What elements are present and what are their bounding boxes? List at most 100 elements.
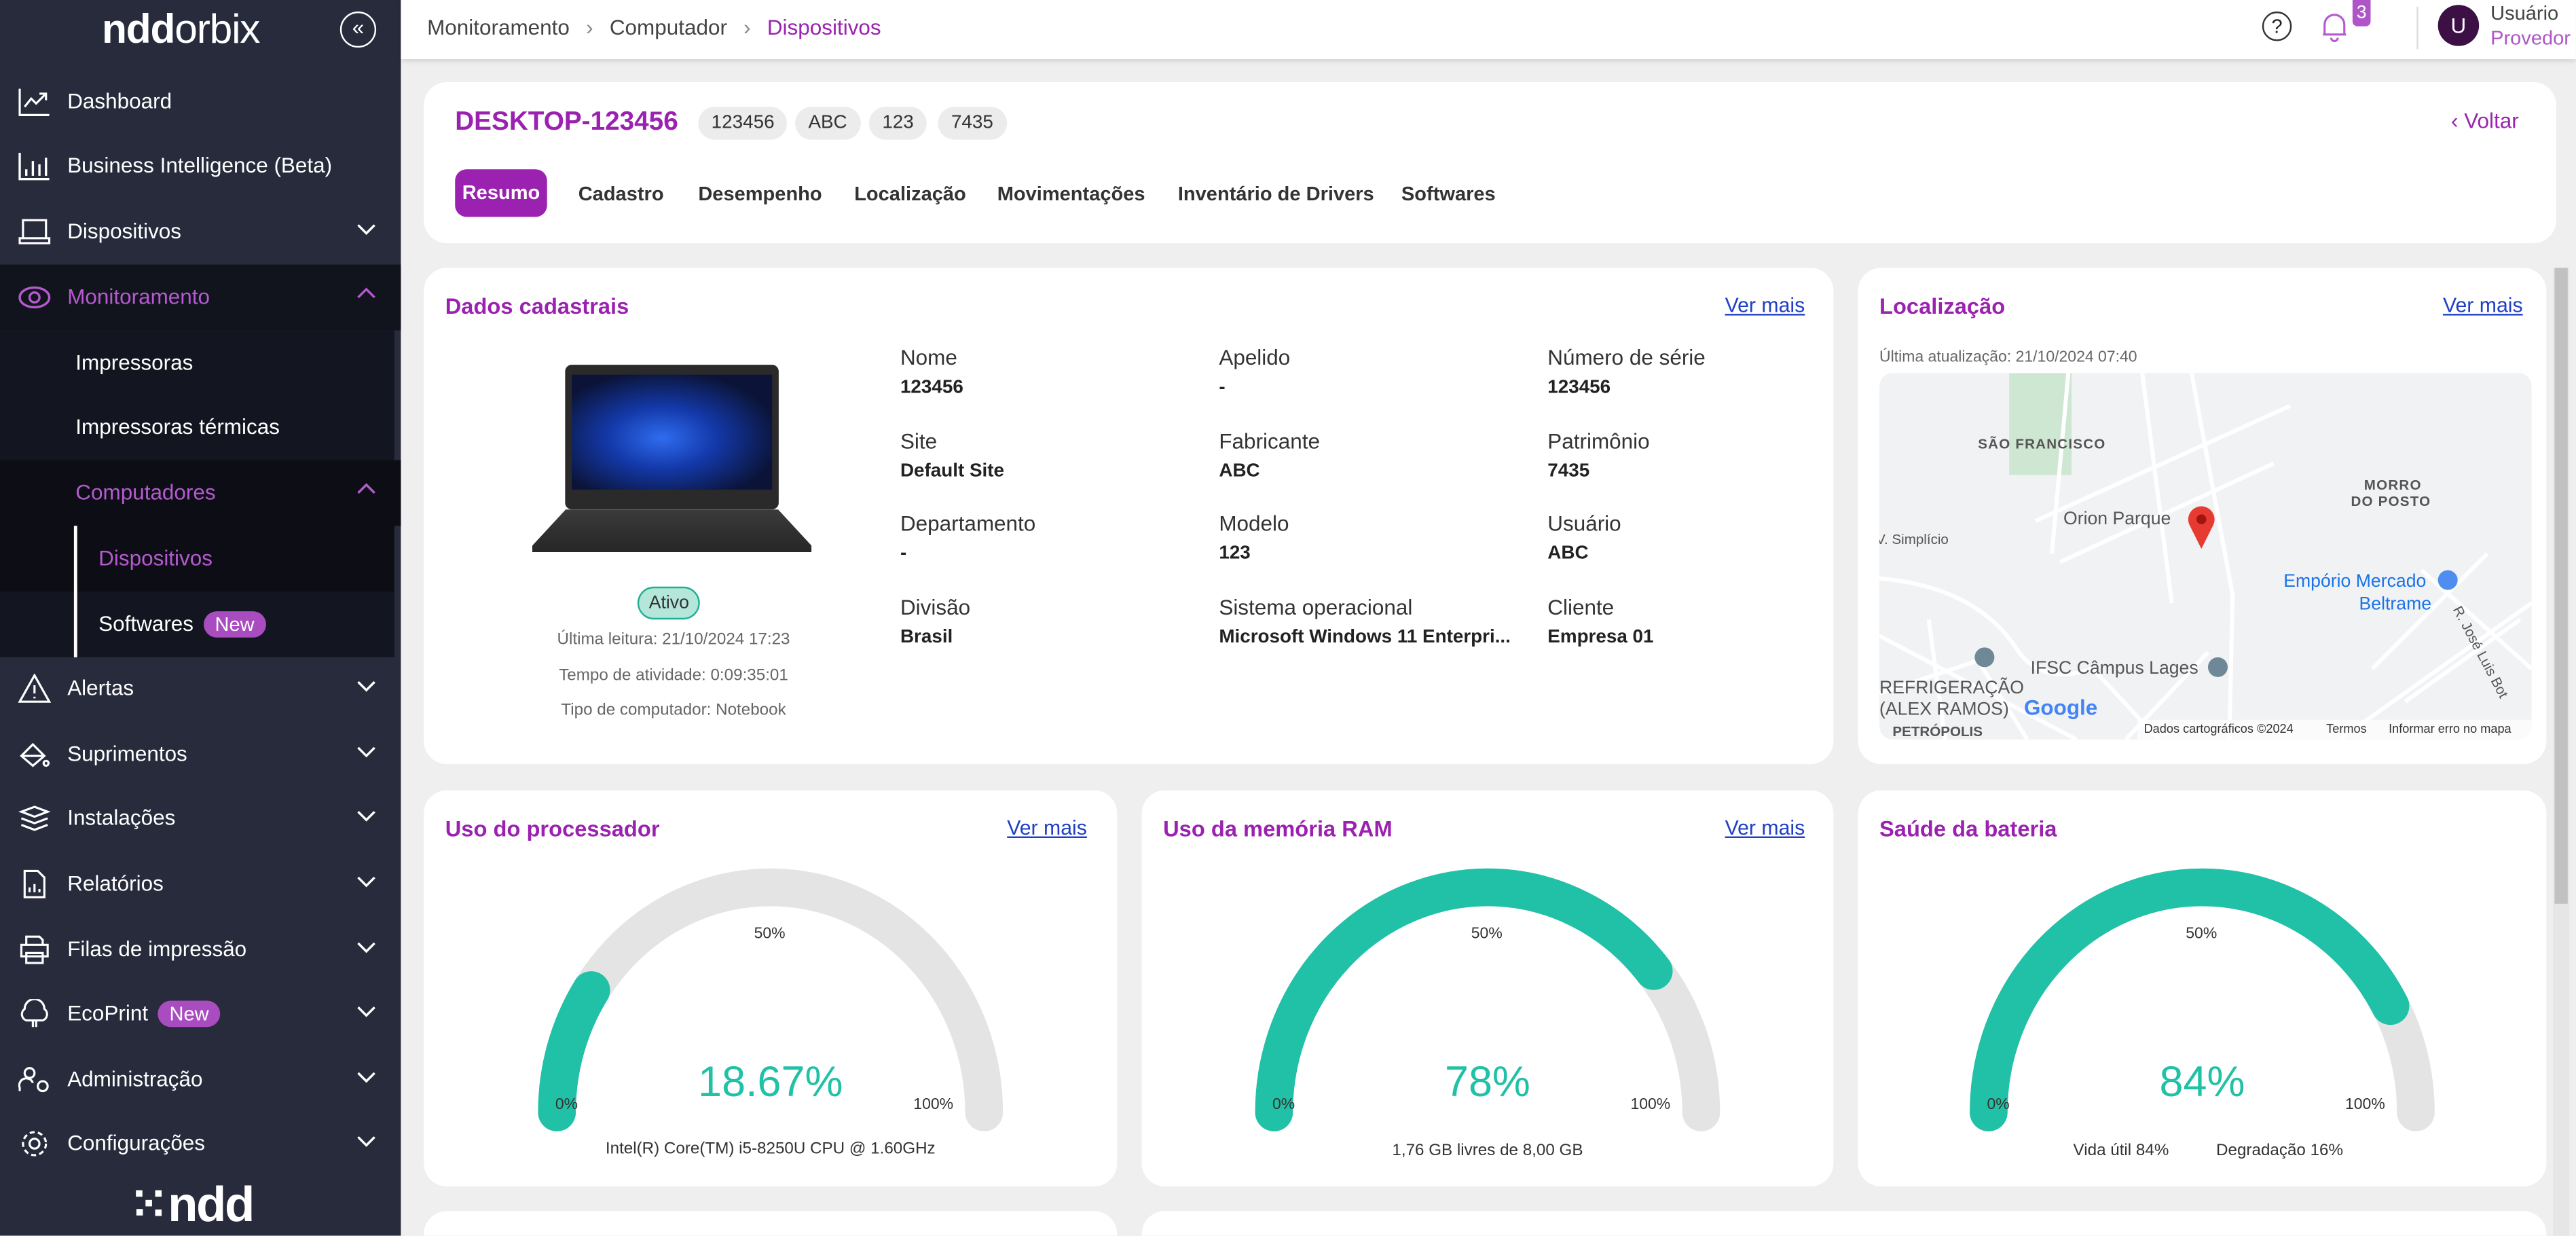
ram-free: 1,76 GB livres de 8,00 GB bbox=[1392, 1142, 1583, 1161]
gauge-min-label: 0% bbox=[1987, 1095, 2010, 1114]
device-chip: 7435 bbox=[938, 107, 1007, 140]
field-value: Default Site bbox=[900, 461, 1005, 481]
tab-cadastro[interactable]: Cadastro bbox=[578, 182, 664, 206]
sidebar-item-ecoprint[interactable]: EcoPrint New bbox=[0, 981, 401, 1047]
tab-movimentacoes[interactable]: Movimentações bbox=[997, 182, 1145, 206]
sidebar-item-computadores[interactable]: Computadores bbox=[0, 460, 401, 526]
sidebar-item-label: Impressoras bbox=[75, 350, 194, 375]
field-label: Cliente bbox=[1547, 594, 1615, 620]
sidebar-item-label: Alertas bbox=[67, 675, 134, 700]
help-icon[interactable]: ? bbox=[2262, 11, 2292, 41]
breadcrumb-monitoramento[interactable]: Monitoramento bbox=[427, 14, 570, 40]
field-value: - bbox=[1219, 378, 1226, 398]
sidebar: nddorbix « Dashboard Business Intelligen… bbox=[0, 0, 401, 1236]
sidebar-item-business-intelligence[interactable]: Business Intelligence (Beta) bbox=[0, 133, 401, 199]
place-pin-icon bbox=[1974, 647, 1995, 668]
gauge-max-label: 100% bbox=[913, 1095, 954, 1114]
sidebar-item-suprimentos[interactable]: Suprimentos bbox=[0, 721, 401, 787]
field-value: 123456 bbox=[900, 378, 963, 398]
field-value: Empresa 01 bbox=[1547, 628, 1654, 648]
sidebar-item-label: Suprimentos bbox=[67, 741, 187, 766]
device-chip: 123456 bbox=[698, 107, 788, 140]
card-title: Saúde da bateria bbox=[1879, 816, 2057, 841]
sidebar-item-instalacoes[interactable]: Instalações bbox=[0, 786, 401, 852]
map-label: REFRIGERAÇÃO bbox=[1879, 678, 2024, 699]
scrollbar-thumb[interactable] bbox=[2554, 268, 2568, 904]
chevron-down-icon bbox=[357, 680, 375, 692]
ver-mais-link[interactable]: Ver mais bbox=[1725, 294, 1805, 317]
printer-icon bbox=[20, 935, 49, 964]
user-gear-icon bbox=[18, 1067, 49, 1093]
map-terms-link[interactable]: Termos bbox=[2326, 721, 2367, 736]
sidebar-item-label: Business Intelligence (Beta) bbox=[67, 153, 333, 178]
warning-icon bbox=[18, 674, 52, 703]
field-label: Divisão bbox=[900, 594, 971, 620]
sidebar-item-dispositivos[interactable]: Dispositivos bbox=[0, 199, 401, 265]
sidebar-item-filas-de-impressao[interactable]: Filas de impressão bbox=[0, 917, 401, 983]
map-label: (ALEX RAMOS) bbox=[1879, 699, 2009, 720]
card-title: Uso da memória RAM bbox=[1163, 816, 1393, 841]
field-value: 7435 bbox=[1547, 461, 1590, 481]
breadcrumb-separator: › bbox=[586, 14, 593, 40]
field-value: ABC bbox=[1547, 543, 1589, 564]
chevron-down-icon bbox=[357, 1006, 375, 1017]
ver-mais-link[interactable]: Ver mais bbox=[1725, 816, 1805, 840]
school-pin-icon bbox=[2207, 657, 2228, 677]
map-label: Orion Parque bbox=[2063, 509, 2171, 530]
map[interactable]: SÃO FRANCISCO MORRO DO POSTO Orion Parqu… bbox=[1879, 373, 2532, 740]
map-label: Beltrame bbox=[2359, 594, 2432, 615]
sidebar-item-dashboard[interactable]: Dashboard bbox=[0, 69, 401, 135]
battery-degradation: Degradação 16% bbox=[2216, 1142, 2344, 1161]
avatar[interactable]: U bbox=[2437, 5, 2480, 46]
gauge-min-label: 0% bbox=[1272, 1095, 1295, 1114]
chart-line-icon bbox=[18, 88, 50, 116]
sidebar-item-label: EcoPrint bbox=[67, 1000, 149, 1025]
cpu-usage-card: Uso do processador Ver mais Intel(R) Cor… bbox=[424, 790, 1118, 1186]
field-label: Número de série bbox=[1547, 345, 1706, 370]
gauge bbox=[1255, 868, 1721, 1131]
bar-chart-icon bbox=[18, 153, 50, 181]
device-title: DESKTOP-123456 bbox=[455, 108, 678, 137]
sidebar-item-monitoramento[interactable]: Monitoramento bbox=[0, 264, 401, 331]
battery-life: Vida útil 84% bbox=[2073, 1142, 2169, 1161]
sidebar-item-label: Dispositivos bbox=[67, 218, 182, 244]
sidebar-item-impressoras-termicas[interactable]: Impressoras térmicas bbox=[0, 395, 401, 460]
sidebar-item-label: Instalações bbox=[67, 805, 176, 830]
sidebar-item-softwares[interactable]: Softwares New bbox=[0, 592, 394, 657]
tab-desempenho[interactable]: Desempenho bbox=[698, 182, 822, 206]
tab-resumo[interactable]: Resumo bbox=[455, 169, 547, 217]
sidebar-item-impressoras[interactable]: Impressoras bbox=[0, 330, 401, 396]
back-button[interactable]: ‹ Voltar bbox=[2451, 108, 2519, 133]
tab-softwares[interactable]: Softwares bbox=[1401, 182, 1496, 206]
sidebar-item-label: Impressoras térmicas bbox=[75, 414, 280, 439]
breadcrumb-computador[interactable]: Computador bbox=[609, 14, 727, 40]
bell-icon[interactable] bbox=[2319, 10, 2349, 43]
card-title: Localização bbox=[1879, 294, 2006, 319]
nddorbix-logo: nddorbix bbox=[102, 6, 261, 53]
ver-mais-link[interactable]: Ver mais bbox=[2442, 294, 2523, 317]
gauge-mid-label: 50% bbox=[1471, 925, 1503, 943]
sidebar-item-configuracoes[interactable]: Configurações bbox=[0, 1111, 401, 1177]
map-report-link[interactable]: Informar erro no mapa bbox=[2389, 721, 2511, 736]
map-label: PETRÓPOLIS bbox=[1892, 723, 1983, 740]
gauge-mid-label: 50% bbox=[2186, 925, 2218, 943]
paint-bucket-icon bbox=[20, 742, 50, 767]
ram-usage-card: Uso da memória RAM Ver mais 1,76 GB livr… bbox=[1141, 790, 1834, 1186]
tab-localizacao[interactable]: Localização bbox=[854, 182, 966, 206]
sidebar-item-relatorios[interactable]: Relatórios bbox=[0, 851, 401, 917]
sidebar-item-alertas[interactable]: Alertas bbox=[0, 655, 401, 721]
sidebar-item-computadores-dispositivos[interactable]: Dispositivos bbox=[0, 526, 394, 592]
gauge-mid-label: 50% bbox=[754, 925, 786, 943]
gauge-value: 84% bbox=[2159, 1056, 2245, 1106]
topbar: Monitoramento › Computador › Dispositivo… bbox=[401, 0, 2576, 60]
report-icon bbox=[23, 869, 45, 898]
ver-mais-link[interactable]: Ver mais bbox=[1007, 816, 1087, 840]
collapse-sidebar-button[interactable]: « bbox=[339, 11, 377, 48]
battery-health-card: Saúde da bateria Vida útil 84% Degradaçã… bbox=[1858, 790, 2547, 1186]
tab-inventario-de-drivers[interactable]: Inventário de Drivers bbox=[1177, 182, 1374, 206]
chevron-down-icon bbox=[357, 942, 375, 953]
field-value: - bbox=[900, 543, 907, 564]
sidebar-item-administracao[interactable]: Administração bbox=[0, 1047, 401, 1112]
chevron-down-icon bbox=[357, 1136, 375, 1147]
gauge-value: 18.67% bbox=[698, 1056, 843, 1106]
